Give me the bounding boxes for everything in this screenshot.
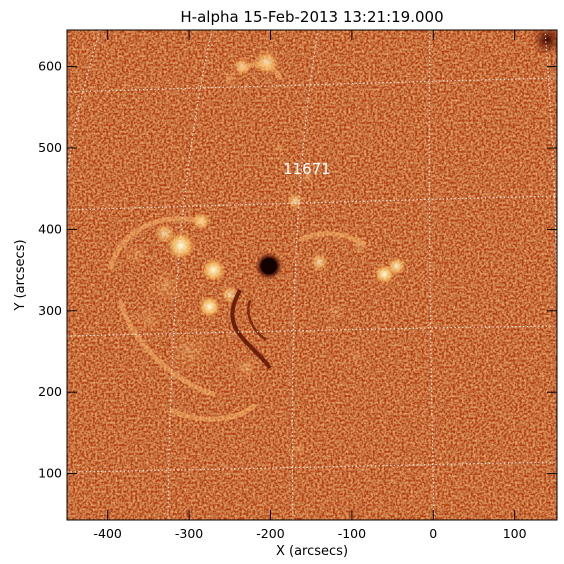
plage-bright-point (167, 329, 212, 374)
plage-bright-point (301, 170, 314, 183)
grid-latitude-line (67, 77, 557, 93)
x-axis-label: X (arcsecs) (276, 544, 348, 559)
y-axis-ticks: 100 200 300 400 500 600 (38, 59, 557, 481)
dark-filament (230, 289, 272, 370)
figure-title: H-alpha 15-Feb-2013 13:21:19.000 (180, 8, 443, 26)
plage-bright-point (254, 50, 279, 75)
plage-regions (107, 50, 406, 457)
active-region-label: 11671 (283, 160, 331, 178)
plage-bright-point (198, 295, 221, 318)
plage-bright-point (350, 235, 371, 256)
plage-bright-point (222, 71, 237, 86)
plage-arc (298, 231, 367, 248)
plage-bright-point (124, 241, 149, 266)
plot-frame (66, 29, 558, 521)
x-tick-label: -400 (94, 526, 122, 541)
x-tick-label: 100 (503, 526, 527, 541)
plage-arc (107, 216, 206, 271)
y-tick-label: 600 (38, 59, 62, 74)
x-tick-label: -100 (338, 526, 366, 541)
dark-fibril (247, 299, 267, 342)
plage-bright-point (233, 57, 251, 76)
x-tick-label: -200 (256, 526, 284, 541)
grid-latitude-line (67, 325, 557, 337)
grid-latitude-line (67, 195, 557, 211)
plage-bright-point (387, 257, 406, 276)
plage-arc (117, 299, 216, 398)
y-tick-label: 200 (38, 384, 62, 399)
x-tick-label: 0 (429, 526, 437, 541)
plage-bright-point (347, 347, 364, 364)
sunspot-umbra (260, 258, 277, 275)
grid-longitude-line (167, 30, 213, 520)
x-tick-label: -300 (175, 526, 203, 541)
plage-bright-point (310, 252, 329, 271)
y-tick-label: 100 (38, 466, 62, 481)
heliographic-grid (67, 30, 557, 520)
plage-bright-point (192, 212, 211, 231)
chromosphere-texture (67, 30, 557, 520)
dark-region-top-right (531, 30, 557, 56)
x-axis-ticks: -400 -300 -200 -100 0 100 (94, 30, 527, 541)
plage-bright-point (134, 304, 163, 333)
plage-bright-point (286, 192, 303, 209)
plage-bright-point (234, 355, 259, 380)
grid-latitude-line (67, 461, 557, 473)
plage-bright-point (291, 442, 306, 457)
y-tick-label: 500 (38, 140, 62, 155)
plage-bright-point (154, 223, 175, 244)
plage-bright-point (325, 300, 346, 321)
y-tick-label: 400 (38, 221, 62, 236)
plage-arc (238, 61, 283, 81)
y-tick-label: 300 (38, 303, 62, 318)
plage-bright-point (166, 231, 195, 260)
plage-bright-point (201, 258, 226, 283)
plage-bright-point (146, 268, 183, 305)
plage-arc (168, 403, 257, 422)
y-axis-label: Y (arcsecs) (13, 239, 28, 311)
solar-image-area: 11671 (67, 30, 557, 520)
plage-bright-point (272, 142, 285, 155)
